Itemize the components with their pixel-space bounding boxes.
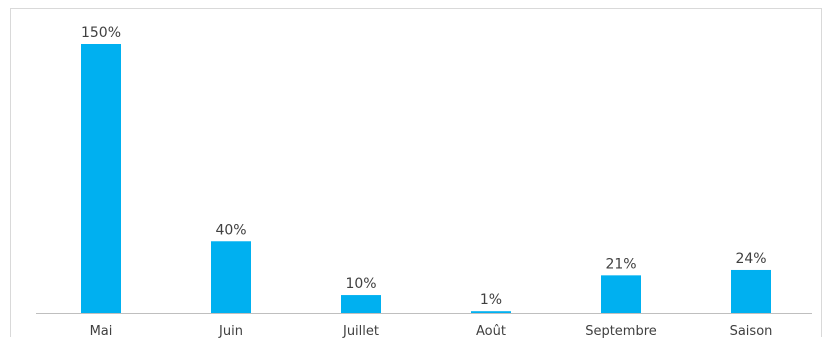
bar-août: [471, 311, 511, 313]
category-label: Juillet: [342, 324, 379, 339]
data-label: 1%: [480, 292, 502, 308]
data-label: 150%: [81, 25, 121, 41]
category-label: Août: [476, 324, 506, 339]
category-label: Juin: [218, 324, 243, 339]
bar-juillet: [341, 295, 381, 313]
bar-mai: [81, 44, 121, 313]
category-label: Saison: [730, 324, 773, 339]
data-label: 10%: [345, 276, 376, 292]
data-label: 24%: [735, 251, 766, 267]
category-label: Septembre: [585, 324, 657, 339]
category-label: Mai: [90, 324, 113, 339]
chart-frame: [10, 8, 822, 337]
bar-saison: [731, 269, 771, 313]
bar-juin: [211, 241, 251, 313]
bar-septembre: [601, 275, 641, 313]
data-label: 21%: [605, 256, 636, 272]
data-label: 40%: [215, 222, 246, 238]
